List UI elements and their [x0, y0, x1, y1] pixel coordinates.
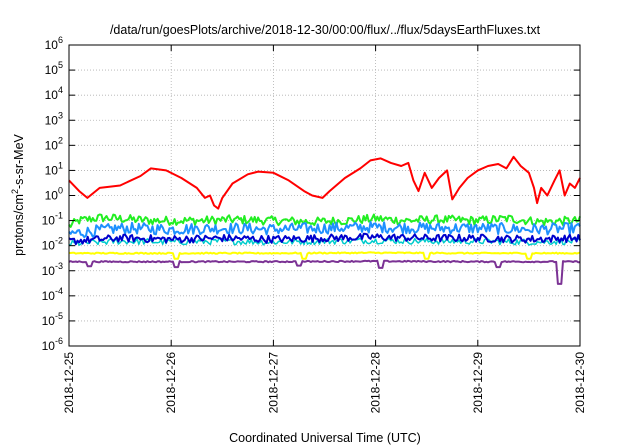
y-tick-exponent: -4 [55, 286, 63, 296]
x-axis-title: Coordinated Universal Time (UTC) [229, 431, 421, 445]
x-tick-label: 2018-12-25 [62, 352, 76, 414]
y-tick-exponent: 1 [58, 160, 63, 170]
y-tick-exponent: 6 [58, 35, 63, 45]
y-tick-label: 103 [45, 110, 63, 127]
y-tick-label: 10-6 [42, 336, 63, 353]
y-tick-exponent: -6 [55, 336, 63, 346]
y-tick-base: 10 [45, 38, 59, 52]
series-line-4 [68, 232, 581, 246]
series-line-5 [68, 251, 581, 260]
y-tick-base: 10 [42, 289, 56, 303]
y-tick-label: 10-4 [42, 286, 63, 303]
y-tick-base: 10 [45, 138, 59, 152]
y-tick-exponent: 0 [58, 186, 63, 196]
y-tick-label: 10-1 [42, 211, 63, 228]
y-tick-base: 10 [42, 264, 56, 278]
x-axis-ticks: 2018-12-25 2018-12-26 2018-12-27 2018-12-28… [62, 45, 587, 413]
y-tick-label: 106 [45, 35, 63, 52]
y-tick-exponent: -1 [55, 211, 63, 221]
y-tick-base: 10 [45, 163, 59, 177]
y-tick-exponent: 5 [58, 60, 63, 70]
y-tick-base: 10 [42, 339, 56, 353]
y-tick-exponent: -2 [55, 236, 63, 246]
x-tick-label: 2018-12-30 [573, 352, 587, 414]
y-tick-label: 101 [45, 160, 63, 177]
y-axis-title: protons/cm2-s-sr-MeV [10, 133, 26, 255]
y-tick-label: 104 [45, 85, 63, 102]
x-tick-label: 2018-12-27 [266, 352, 280, 414]
y-tick-base: 10 [42, 314, 56, 328]
y-axis-ticks: 10-610-510-410-310-210-11001011021031041… [42, 35, 580, 353]
y-tick-base: 10 [42, 239, 56, 253]
y-tick-label: 10-5 [42, 311, 63, 328]
data-series [68, 155, 581, 285]
y-tick-exponent: 4 [58, 85, 63, 95]
y-tick-base: 10 [45, 189, 59, 203]
series-line-2 [68, 221, 581, 239]
y-tick-exponent: -3 [55, 261, 63, 271]
series-line-1 [68, 213, 581, 228]
y-tick-label: 100 [45, 186, 63, 203]
y-tick-label: 105 [45, 60, 63, 77]
x-tick-label: 2018-12-29 [471, 352, 485, 414]
y-axis-title-base: protons/cm [12, 194, 26, 256]
y-tick-exponent: 2 [58, 135, 63, 145]
y-tick-base: 10 [45, 113, 59, 127]
y-axis-title-rest: -s-sr-MeV [12, 133, 26, 189]
y-axis-title-sup: 2 [10, 189, 20, 194]
series-line-6 [68, 259, 581, 285]
y-tick-label: 10-2 [42, 236, 63, 253]
y-tick-label: 10-3 [42, 261, 63, 278]
y-tick-label: 102 [45, 135, 63, 152]
series-line-0 [68, 155, 581, 210]
x-tick-label: 2018-12-26 [164, 352, 178, 414]
chart-title: /data/run/goesPlots/archive/2018-12-30/0… [110, 23, 541, 37]
y-tick-base: 10 [45, 88, 59, 102]
y-tick-exponent: -5 [55, 311, 63, 321]
x-tick-label: 2018-12-28 [369, 352, 383, 414]
y-tick-exponent: 3 [58, 110, 63, 120]
y-tick-base: 10 [42, 214, 56, 228]
y-tick-base: 10 [45, 63, 59, 77]
